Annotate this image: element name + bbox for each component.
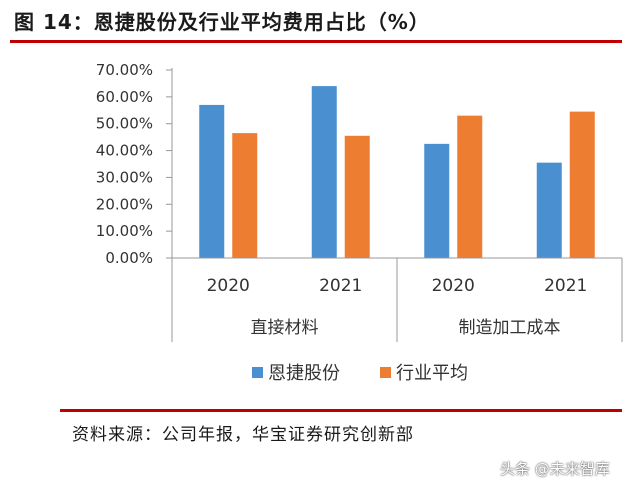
x-category-label: 2020 <box>207 276 250 296</box>
figure-title: 图 14：恩捷股份及行业平均费用占比（%） <box>14 10 430 34</box>
bar-industry <box>344 135 370 258</box>
x-axis-category-labels: 2020 2021 2020 2021 <box>207 276 588 296</box>
x-group-label: 直接材料 <box>251 318 319 338</box>
x-category-label: 2021 <box>319 276 362 296</box>
bar-company <box>424 143 450 258</box>
y-tick-label: 50.00% <box>96 115 153 133</box>
y-axis-ticks: 0.00% 10.00% 20.00% 30.00% 40.00% 50.00% 60.00… <box>96 61 172 267</box>
axis-frame <box>171 68 623 342</box>
legend: 恩捷股份 行业平均 <box>252 363 468 384</box>
bar-company <box>536 162 562 258</box>
y-tick-label: 0.00% <box>105 249 153 267</box>
bars <box>199 86 595 259</box>
x-category-label: 2021 <box>544 276 587 296</box>
legend-swatch <box>380 367 391 378</box>
bar-industry <box>569 111 595 258</box>
y-tick-label: 20.00% <box>96 195 153 213</box>
title-divider <box>10 40 622 43</box>
bar-industry <box>232 133 258 258</box>
x-group-label: 制造加工成本 <box>459 318 561 338</box>
bar-company <box>311 86 337 258</box>
y-tick-label: 30.00% <box>96 168 153 186</box>
y-tick-label: 60.00% <box>96 88 153 106</box>
y-tick-label: 70.00% <box>96 61 153 79</box>
legend-swatch <box>252 367 263 378</box>
legend-label: 行业平均 <box>396 363 468 384</box>
source-divider <box>60 409 622 412</box>
x-axis-group-labels: 直接材料 制造加工成本 <box>251 318 561 338</box>
watermark: 头条 @未来智库 <box>500 460 610 478</box>
x-category-label: 2020 <box>432 276 475 296</box>
source-note: 资料来源：公司年报，华宝证券研究创新部 <box>72 425 414 445</box>
bar-company <box>199 104 225 259</box>
y-tick-label: 40.00% <box>96 142 153 160</box>
bar-industry <box>457 115 483 259</box>
y-tick-label: 10.00% <box>96 222 153 240</box>
legend-label: 恩捷股份 <box>268 363 340 384</box>
